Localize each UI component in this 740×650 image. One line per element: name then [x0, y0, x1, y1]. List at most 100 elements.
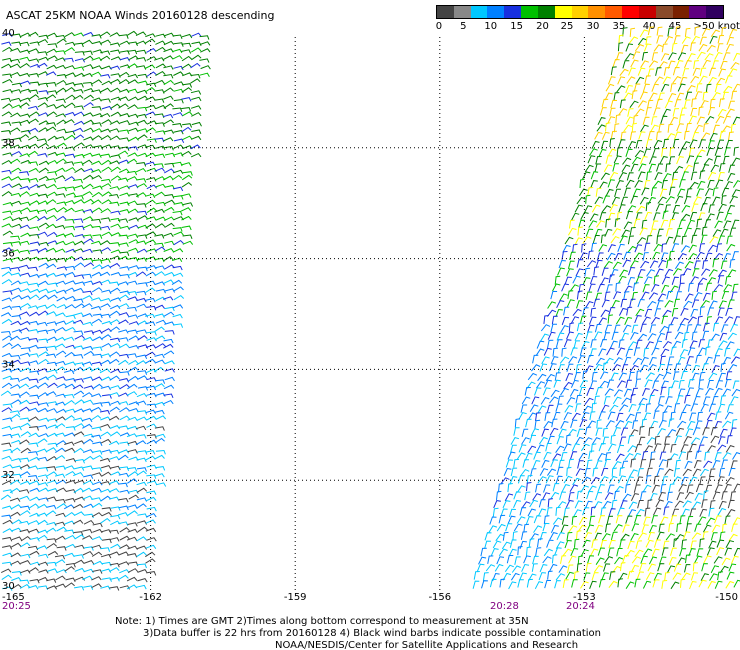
wind-barb — [667, 428, 677, 437]
wind-barb — [595, 386, 603, 396]
wind-barb — [645, 36, 652, 45]
wind-barb — [47, 418, 58, 423]
wind-barb — [721, 195, 727, 205]
wind-barb — [137, 375, 148, 380]
wind-barb — [543, 515, 550, 525]
wind-barb — [1, 266, 12, 272]
wind-barb — [47, 442, 58, 448]
wind-barb — [136, 497, 148, 502]
wind-barb — [649, 92, 658, 101]
wind-barb — [582, 171, 591, 180]
wind-barb — [154, 234, 165, 239]
wind-barb — [653, 139, 663, 148]
wind-barb — [144, 313, 156, 319]
wind-barb — [630, 59, 639, 68]
wind-barb — [64, 47, 75, 53]
wind-barb — [563, 443, 572, 452]
wind-barb — [145, 231, 157, 236]
wind-barb — [100, 553, 112, 559]
wind-barb — [82, 50, 93, 56]
wind-barb — [10, 552, 21, 558]
wind-barb — [609, 404, 619, 412]
wind-barb — [2, 73, 13, 79]
wind-barb — [110, 342, 121, 348]
wind-barb — [38, 112, 49, 117]
wind-barb — [681, 141, 691, 149]
wind-barb — [671, 42, 678, 52]
wind-barb — [1, 97, 12, 103]
wind-barb — [110, 242, 120, 247]
wind-barb — [100, 359, 111, 365]
wind-barb — [593, 363, 603, 372]
wind-barb — [190, 90, 202, 95]
wind-barb — [661, 547, 669, 556]
wind-barb — [704, 252, 713, 261]
wind-barb — [47, 240, 58, 245]
wind-barb — [109, 562, 120, 568]
wind-barb — [137, 513, 148, 518]
wind-barb — [91, 393, 102, 398]
wind-barb — [679, 411, 687, 421]
wind-barb — [685, 122, 692, 132]
wind-barb — [661, 83, 670, 92]
wind-barb — [536, 444, 545, 453]
wind-barb — [55, 512, 66, 518]
wind-barb — [642, 484, 652, 493]
wind-barb — [681, 171, 689, 180]
note-line-1: Note: 1) Times are GMT 2)Times along bot… — [115, 616, 529, 627]
wind-barb — [137, 215, 149, 221]
wind-barb — [721, 324, 729, 333]
wind-barb — [73, 83, 84, 88]
wind-barb — [724, 378, 732, 388]
wind-barb — [55, 64, 66, 70]
wind-barb — [589, 348, 597, 357]
lat-lon-grid — [6, 37, 729, 591]
wind-barb — [601, 467, 609, 477]
wind-barb — [119, 146, 130, 151]
wind-barb — [45, 527, 57, 533]
wind-barb — [155, 319, 167, 324]
wind-barb — [571, 579, 578, 588]
wind-barb — [64, 304, 76, 310]
wind-barb — [642, 284, 650, 293]
wind-barb — [716, 139, 725, 148]
wind-barb — [127, 290, 138, 296]
wind-barb — [110, 297, 122, 302]
wind-barb — [702, 427, 710, 436]
wind-barb — [709, 35, 718, 44]
wind-barb — [146, 248, 158, 253]
wind-barb — [667, 356, 675, 365]
wind-barb — [627, 509, 637, 517]
wind-barb — [560, 387, 569, 396]
wind-barb — [604, 492, 614, 500]
wind-barb — [597, 547, 605, 556]
wind-barb — [128, 184, 139, 189]
wind-barb — [615, 316, 625, 325]
wind-barb — [153, 163, 164, 168]
wind-barb — [667, 60, 676, 69]
wind-barb — [36, 184, 48, 189]
wind-barb — [691, 364, 700, 373]
wind-barb — [629, 364, 639, 373]
wind-barb — [710, 426, 718, 436]
wind-barb — [92, 450, 103, 455]
wind-barb — [514, 556, 521, 565]
wind-barb — [2, 519, 13, 525]
wind-barb — [556, 466, 564, 476]
wind-barb — [617, 76, 626, 85]
wind-barb — [128, 217, 139, 222]
wind-barb — [101, 289, 112, 295]
wind-barb — [27, 127, 39, 133]
wind-barb — [573, 371, 581, 381]
wind-barb — [145, 351, 156, 357]
wind-barb — [683, 300, 693, 308]
wind-barb — [110, 87, 121, 93]
wind-barb — [713, 252, 724, 261]
wind-barb — [728, 100, 735, 109]
wind-barb — [135, 440, 147, 446]
wind-barb — [28, 161, 39, 166]
wind-barb — [555, 403, 563, 412]
wind-barb — [144, 144, 156, 150]
wind-barb — [2, 89, 13, 94]
wind-barb — [547, 309, 557, 317]
